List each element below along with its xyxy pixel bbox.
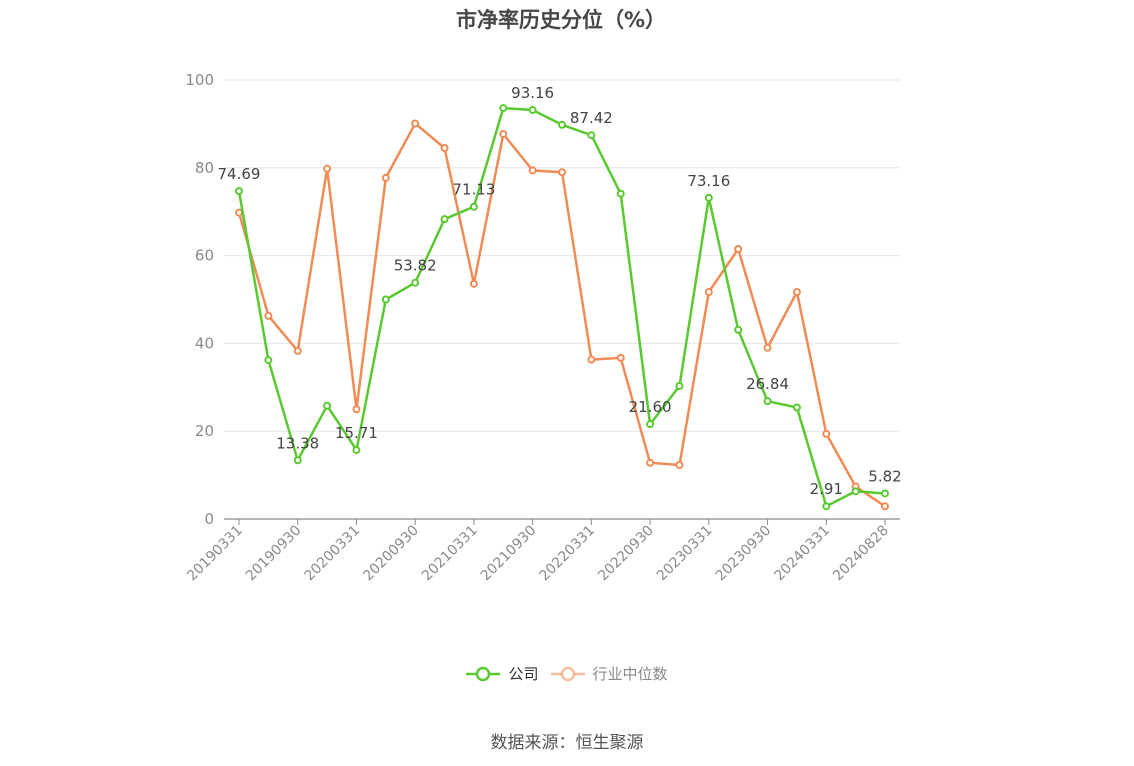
legend-label: 行业中位数 [592,665,668,683]
data-point [675,381,684,390]
data-point [264,311,273,320]
data-point [646,458,655,467]
data-label: 93.16 [511,84,554,102]
chart-title: 市净率历史分位（%） [455,8,667,32]
series-line-1 [237,122,886,508]
data-point [792,288,801,297]
data-point [792,403,801,412]
data-label: 74.69 [218,165,261,183]
data-point [675,461,684,470]
data-point [881,489,889,498]
data-point [734,325,743,334]
data-point [704,288,713,297]
y-tick-label: 40 [195,334,214,352]
legend-line-icon [466,666,501,681]
x-tick-label: 20200930 [360,523,422,585]
grid-layer [224,79,900,432]
data-point [528,166,537,175]
x-tick-label: 20230331 [654,523,716,585]
x-tick-label: 20210331 [419,523,481,585]
x-tick-label: 20220331 [536,523,598,585]
data-label: 71.13 [452,181,495,199]
data-point [881,502,889,511]
data-point [381,295,390,304]
data-point [851,487,860,496]
data-point [352,405,361,414]
data-point [381,173,390,182]
legend-item-1[interactable]: 行业中位数 [550,663,668,684]
x-tick-label: 20200331 [302,523,364,585]
y-tick-label: 0 [204,510,214,528]
data-point [734,245,743,254]
y-tick-label: 60 [195,247,214,265]
x-tick-label: 20240828 [830,523,892,585]
x-tick-label: 20220930 [595,523,657,585]
data-point [411,119,420,128]
data-point [528,106,537,115]
data-point [469,202,478,211]
data-point [352,446,361,455]
data-point [646,420,655,429]
data-point [822,502,831,511]
data-point [822,429,831,438]
data-point [499,129,508,138]
data-point [235,187,243,196]
data-point [763,397,772,406]
x-tick-label: 20230930 [713,523,775,585]
data-point [558,168,566,177]
data-point [469,279,478,288]
axis-layer: 0 20 40 60 80 100 2019033120190930202003312020… [184,71,900,584]
data-point [440,144,449,153]
x-tick-label: 20190331 [184,523,246,585]
y-tick-label: 100 [185,71,214,89]
data-point [440,215,449,224]
legend-label: 公司 [508,665,539,683]
data-label: 15.71 [335,424,378,442]
data-label: 26.84 [746,375,789,393]
data-point [264,356,273,365]
y-tick-label: 20 [195,422,214,440]
data-point [558,120,566,129]
y-tick-label: 80 [195,159,214,177]
data-point [499,104,508,113]
data-source: 数据来源：恒生聚源 [490,733,644,753]
data-label: 13.38 [276,434,319,452]
data-point [704,193,713,202]
data-point [587,355,596,364]
data-point [616,353,625,362]
label-layer: 74.69 13.38 15.71 53.82 71.13 93.16 87.42 21.60… [218,84,902,498]
data-point [293,346,302,355]
legend-line-icon [550,666,585,681]
data-label: 2.91 [810,480,843,498]
data-point [616,189,625,198]
data-point [323,401,332,410]
data-point [323,164,332,173]
x-tick-label: 20240331 [771,523,833,585]
data-label: 53.82 [394,257,437,275]
data-point [411,278,420,287]
legend: 公司 行业中位数 [0,663,1134,687]
data-label: 73.16 [687,172,730,190]
data-label: 21.60 [629,398,672,416]
data-point [293,456,302,465]
data-label: 5.82 [868,467,901,485]
data-point [763,343,772,352]
x-tick-label: 20210930 [478,523,540,585]
data-point [587,131,596,140]
data-label: 87.42 [570,109,613,127]
legend-item-0[interactable]: 公司 [466,663,539,684]
data-point [235,208,243,217]
series-layer [235,104,889,511]
x-tick-label: 20190930 [243,523,305,585]
